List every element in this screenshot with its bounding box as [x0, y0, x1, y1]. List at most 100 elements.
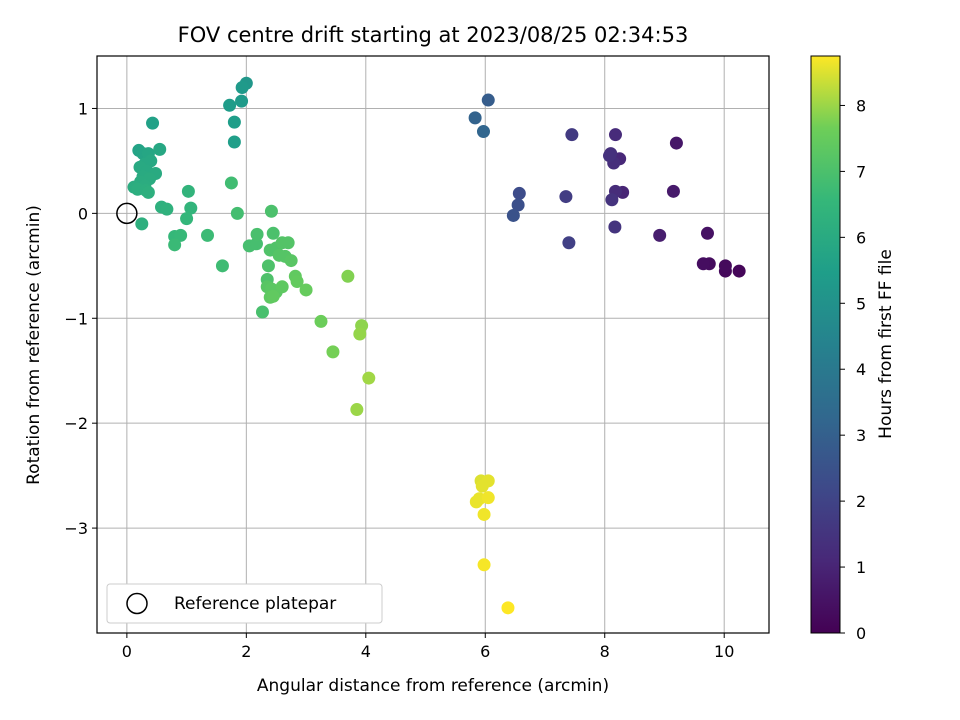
- y-tick-label: −1: [64, 309, 88, 328]
- data-point: [669, 136, 683, 150]
- data-point: [135, 217, 149, 231]
- data-point: [653, 228, 667, 242]
- x-tick-label: 8: [600, 642, 610, 661]
- legend-marker: [126, 592, 148, 615]
- data-point: [605, 193, 619, 207]
- y-tick-label: −2: [64, 414, 88, 433]
- data-point: [314, 314, 328, 328]
- data-point: [255, 305, 269, 319]
- colorbar-tick-label: 2: [856, 492, 866, 511]
- y-tick-label: −3: [64, 519, 88, 538]
- data-point: [180, 212, 194, 226]
- data-point: [666, 184, 680, 198]
- colorbar-tick-label: 1: [856, 558, 866, 577]
- y-axis-label: Rotation from reference (arcmin): [24, 205, 44, 485]
- data-point: [468, 111, 482, 125]
- data-point: [261, 259, 275, 273]
- data-point: [235, 94, 249, 108]
- data-point: [477, 558, 491, 572]
- x-tick-label: 6: [480, 642, 490, 661]
- data-point: [476, 125, 490, 139]
- data-points: [127, 76, 746, 615]
- data-point: [281, 236, 295, 250]
- data-point: [299, 283, 313, 297]
- colorbar-tick-label: 8: [856, 96, 866, 115]
- colorbar: 0 1 2 3 4 5 6 7 8 Hours from first FF file: [810, 55, 896, 643]
- data-point: [266, 226, 280, 240]
- data-point: [481, 491, 495, 505]
- colorbar-tick-label: 3: [856, 426, 866, 445]
- data-point: [141, 185, 155, 199]
- data-point: [264, 204, 278, 218]
- data-point: [562, 236, 576, 250]
- colorbar-gradient: [810, 55, 841, 634]
- data-point: [250, 227, 264, 241]
- data-point: [153, 142, 167, 156]
- x-tick-label: 4: [361, 642, 371, 661]
- colorbar-tick-label: 6: [856, 228, 866, 247]
- data-point: [565, 128, 579, 142]
- x-tick-label: 10: [714, 642, 734, 661]
- data-point: [230, 206, 244, 220]
- data-point: [235, 80, 249, 94]
- data-point: [559, 190, 573, 204]
- data-point: [326, 345, 340, 359]
- grid-lines: [97, 56, 769, 633]
- data-point: [223, 98, 237, 112]
- data-point: [353, 327, 367, 341]
- data-point: [362, 371, 376, 385]
- data-point: [511, 198, 525, 212]
- data-point: [275, 280, 289, 294]
- x-tick-label: 0: [122, 642, 132, 661]
- x-axis-label: Angular distance from reference (arcmin): [257, 676, 609, 696]
- data-point: [181, 184, 195, 198]
- data-point: [477, 507, 491, 521]
- y-axis-ticks: −3 −2 −1 0 1: [64, 99, 97, 538]
- data-point: [174, 228, 188, 242]
- data-point: [146, 116, 160, 130]
- chart-title: FOV centre drift starting at 2023/08/25 …: [178, 23, 689, 47]
- colorbar-label: Hours from first FF file: [876, 249, 896, 439]
- plot-area-background: [97, 56, 769, 633]
- data-point: [168, 238, 182, 252]
- data-point: [290, 275, 304, 289]
- data-point: [696, 257, 710, 271]
- data-point: [284, 254, 298, 268]
- colorbar-tick-label: 5: [856, 294, 866, 313]
- colorbar-tick-label: 0: [856, 624, 866, 643]
- y-tick-label: 1: [78, 99, 88, 118]
- x-tick-label: 2: [241, 642, 251, 661]
- data-point: [700, 226, 714, 240]
- plot-frame: [96, 55, 770, 634]
- colorbar-tick-label: 7: [856, 162, 866, 181]
- data-point: [227, 135, 241, 149]
- data-point: [341, 269, 355, 283]
- data-point: [475, 479, 489, 493]
- data-point: [215, 259, 229, 273]
- data-point: [184, 201, 198, 215]
- legend-label: Reference platepar: [174, 594, 336, 614]
- data-point: [249, 237, 263, 251]
- data-point: [608, 220, 622, 234]
- legend-box: [106, 583, 383, 624]
- y-tick-label: 0: [78, 204, 88, 223]
- legend: Reference platepar: [106, 583, 383, 624]
- data-point: [718, 259, 732, 273]
- x-axis-ticks: 0 2 4 6 8 10: [122, 633, 734, 661]
- data-point: [481, 93, 495, 107]
- data-point: [266, 289, 280, 303]
- data-point: [160, 202, 174, 216]
- data-point: [603, 149, 617, 163]
- data-point: [224, 176, 238, 190]
- data-point: [608, 128, 622, 142]
- data-point: [227, 115, 241, 129]
- data-point: [506, 208, 520, 222]
- data-point: [201, 228, 215, 242]
- reference-point-marker: [116, 202, 138, 225]
- data-point: [732, 264, 746, 278]
- colorbar-ticks: 0 1 2 3 4 5 6 7 8: [840, 96, 866, 643]
- data-point: [512, 186, 526, 200]
- colorbar-tick-label: 4: [856, 360, 866, 379]
- data-point: [501, 601, 515, 615]
